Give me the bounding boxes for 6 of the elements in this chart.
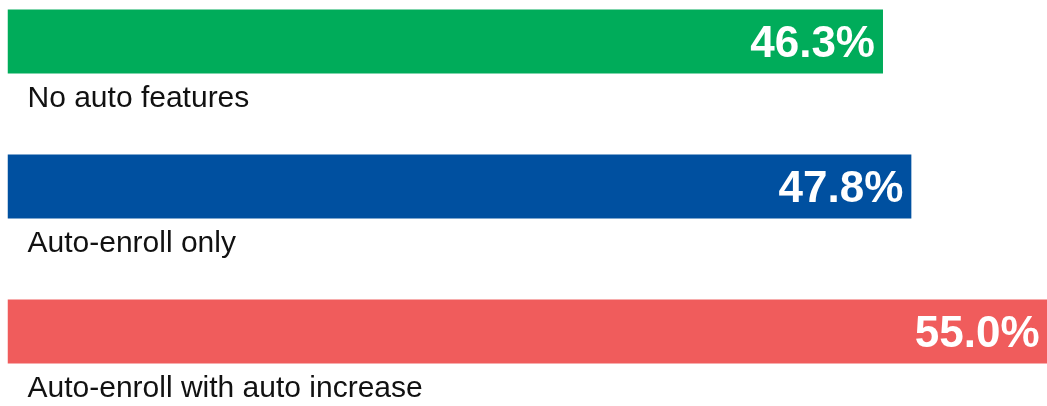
y-tick-label: No auto features [27, 79, 250, 113]
y-tick-label: Auto-enroll with auto increase [27, 369, 423, 403]
data-label: 47.8% [778, 162, 904, 211]
data-label: 46.3% [750, 17, 875, 66]
data-label: 55.0% [914, 307, 1040, 356]
y-tick-label: Auto-enroll only [27, 224, 236, 258]
